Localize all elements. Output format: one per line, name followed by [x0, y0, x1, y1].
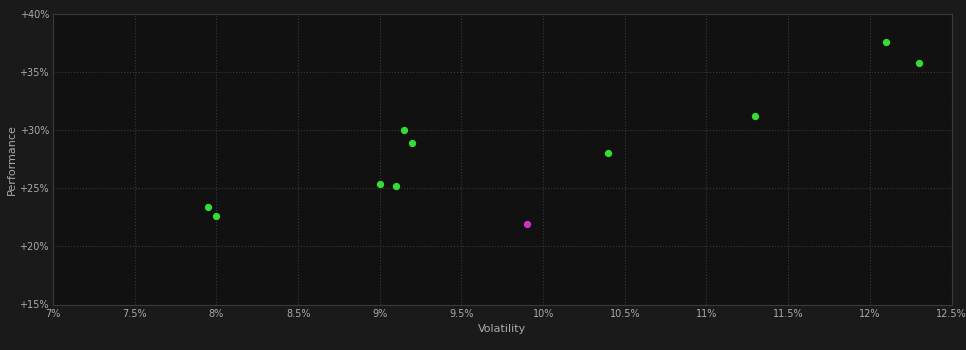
Point: [209, 214, 224, 219]
Point: [388, 183, 404, 189]
Point: [748, 113, 763, 119]
Point: [372, 181, 387, 187]
Y-axis label: Performance: Performance: [7, 124, 16, 195]
Point: [405, 140, 420, 146]
Point: [201, 204, 216, 210]
Point: [911, 60, 926, 65]
Point: [878, 39, 894, 45]
Point: [601, 150, 616, 156]
Point: [397, 127, 412, 133]
X-axis label: Volatility: Volatility: [478, 324, 526, 334]
Point: [519, 222, 534, 227]
